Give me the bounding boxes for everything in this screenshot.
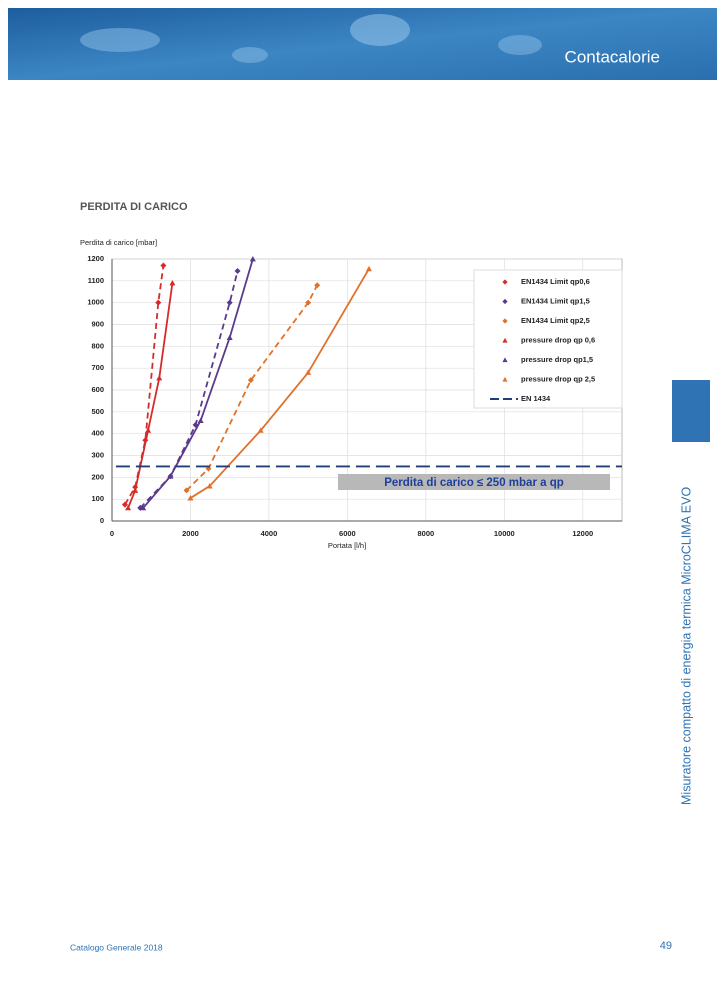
legend-marker (502, 376, 508, 382)
data-point (125, 504, 132, 511)
data-point (156, 374, 163, 381)
y-tick-label: 500 (91, 407, 104, 416)
data-point (160, 262, 167, 269)
data-point (305, 299, 312, 306)
x-tick-label: 2000 (182, 529, 199, 538)
legend-label: EN1434 Limit qp1,5 (521, 296, 590, 305)
water-drop (232, 47, 268, 63)
y-tick-label: 1100 (88, 276, 104, 285)
x-tick-label: 4000 (261, 529, 278, 538)
data-point (145, 427, 152, 433)
water-drop (350, 14, 410, 46)
x-tick-label: 10000 (494, 529, 515, 538)
data-point (226, 334, 233, 340)
y-tick-label: 700 (91, 363, 104, 372)
page-number: 49 (660, 940, 672, 952)
data-point (197, 417, 204, 423)
legend-label: EN1434 Limit qp2,5 (521, 316, 590, 325)
y-tick-label: 600 (91, 385, 104, 394)
data-point (121, 501, 128, 508)
y-axis-title: Perdita di carico [mbar] (80, 238, 157, 247)
x-tick-label: 0 (110, 529, 114, 538)
data-point (169, 280, 176, 286)
data-point (206, 483, 213, 489)
legend-label: pressure drop qp 2,5 (521, 374, 595, 383)
y-tick-label: 0 (100, 516, 104, 525)
data-point (226, 299, 233, 306)
legend-label: pressure drop qp 0,6 (521, 335, 595, 344)
data-point (183, 487, 190, 494)
y-tick-label: 1200 (87, 254, 104, 263)
series-line (124, 265, 165, 506)
data-point (249, 256, 256, 262)
data-point (314, 282, 321, 289)
y-tick-label: 800 (91, 341, 104, 350)
y-tick-label: 200 (91, 472, 104, 481)
annotation-box (338, 474, 610, 490)
y-tick-label: 100 (91, 494, 104, 503)
legend-marker (502, 318, 508, 324)
data-point (234, 268, 241, 275)
chart: 0 100 200 300 400 500 600 700 800 900 1000 1100 1200… (80, 238, 623, 550)
data-point (167, 473, 174, 479)
y-tick-label: 300 (91, 450, 104, 459)
x-axis-title: Portata [l/h] (328, 541, 366, 550)
data-point (155, 299, 162, 306)
y-tick-label: 1000 (87, 298, 104, 307)
annotation: Perdita di carico ≤ 250 mbar a qp (384, 477, 564, 489)
legend-marker (502, 337, 508, 343)
data-point (132, 487, 139, 493)
data-point (305, 369, 312, 375)
data-point (187, 495, 194, 501)
water-drop (80, 28, 160, 52)
data-point (247, 377, 254, 384)
legend-label: pressure drop qp1,5 (521, 355, 593, 364)
legend-marker (502, 298, 508, 305)
data-point (365, 265, 372, 272)
data-point (140, 504, 147, 511)
legend-marker (502, 357, 508, 363)
x-tick-label: 8000 (418, 529, 435, 538)
x-tick-label: 6000 (339, 529, 356, 538)
legend-marker (502, 279, 508, 285)
series-line (185, 284, 318, 492)
data-point (257, 427, 264, 433)
section-title: PERDITA DI CARICO (80, 201, 188, 213)
y-tick-label: 400 (91, 429, 104, 438)
header-title: Contacalorie (565, 47, 660, 66)
sidebar-tab (672, 380, 710, 442)
water-drop (498, 35, 542, 55)
footer-catalog: Catalogo Generale 2018 (70, 942, 163, 952)
sidebar-text: Misuratore compatto di energia termica M… (679, 487, 693, 805)
legend-box (473, 269, 623, 409)
x-tick-label: 12000 (572, 529, 593, 538)
legend-label: EN1434 Limit qp0,6 (521, 277, 590, 286)
legend-label: EN 1434 (521, 394, 551, 403)
y-tick-label: 900 (91, 319, 104, 328)
